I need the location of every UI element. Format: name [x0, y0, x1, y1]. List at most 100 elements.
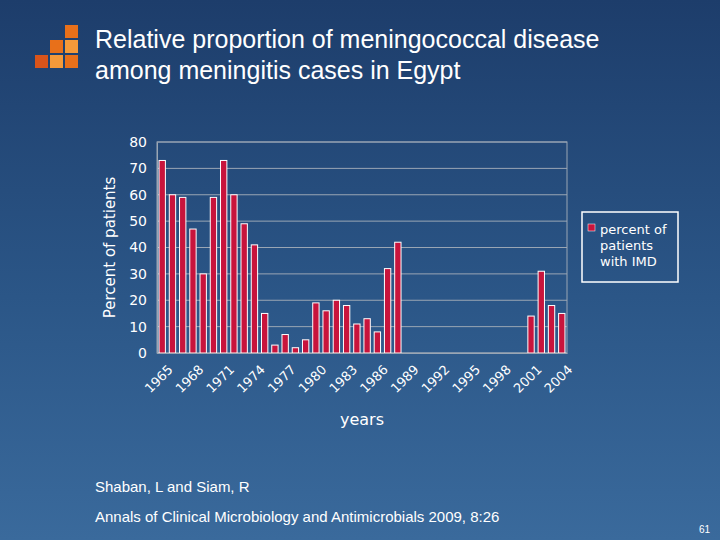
bar: [395, 242, 401, 353]
tick: 1977: [265, 353, 299, 396]
tick-label: 1977: [265, 362, 299, 396]
bar: [466, 353, 472, 354]
legend: percent ofpatientswith IMD: [582, 212, 678, 282]
tick: 2004: [541, 353, 575, 396]
tick-label: 1986: [357, 362, 391, 396]
tick-label: 1995: [449, 362, 483, 396]
tick: 1965: [142, 353, 176, 396]
bar: [559, 313, 565, 353]
bar: [261, 313, 267, 353]
bar: [190, 229, 196, 353]
bar: [251, 245, 257, 353]
tick-label: 1989: [388, 362, 422, 396]
tick: 0: [138, 345, 157, 361]
logo-square: [65, 25, 78, 38]
bar: [528, 316, 534, 353]
bar: [241, 224, 247, 353]
tick: 1986: [357, 353, 391, 396]
bar: [425, 353, 431, 354]
y-axis: 0 10 20 30 40 50 60 70 80: [129, 134, 157, 361]
title: Relative proportion of meningococcal dis…: [95, 25, 599, 84]
bar: [548, 306, 554, 353]
grid-line: [157, 326, 567, 327]
x-axis-title: years: [340, 410, 384, 429]
tick: 20: [129, 292, 157, 308]
logo: [35, 25, 78, 68]
tick-label: 20: [129, 292, 147, 308]
tick: 1995: [449, 353, 483, 396]
tick-label: 50: [129, 213, 147, 229]
bar: [436, 353, 442, 354]
tick: 70: [129, 160, 157, 176]
bar: [518, 353, 524, 354]
bar: [200, 274, 206, 353]
tick: 50: [129, 213, 157, 229]
tick-label: 70: [129, 160, 147, 176]
bar: [477, 353, 483, 354]
grid-line: [157, 168, 567, 169]
bar: [343, 306, 349, 353]
tick: 10: [129, 319, 157, 335]
bar: [272, 345, 278, 353]
slide: Relative proportion of meningococcal dis…: [0, 0, 720, 540]
tick: 80: [129, 134, 157, 150]
tick: 2001: [511, 353, 545, 396]
tick-label: 30: [129, 266, 147, 282]
bars: [159, 160, 565, 353]
tick-label: 1971: [203, 362, 237, 396]
tick-label: 1968: [173, 362, 207, 396]
tick: 60: [129, 187, 157, 203]
grid: [157, 142, 567, 353]
logo-square: [65, 40, 78, 53]
tick-label: 1983: [326, 362, 360, 396]
axis-line: [158, 353, 568, 354]
tick-label: 10: [129, 319, 147, 335]
bar: [313, 303, 319, 353]
bar: [456, 353, 462, 354]
plot-frame: [157, 142, 567, 353]
tick: 1971: [203, 353, 237, 396]
tick-label: 0: [138, 345, 147, 361]
bar: [169, 195, 175, 353]
tick-label: 1980: [295, 362, 329, 396]
annotation: Shaban, L and Siam, R: [95, 478, 250, 495]
bar: [415, 353, 421, 354]
y-axis-title: Percent of patients: [101, 177, 119, 319]
bar: [497, 353, 503, 354]
tick-label: 40: [129, 239, 147, 255]
tick: 1974: [234, 353, 268, 396]
tick-label: 1965: [142, 362, 176, 396]
tick: 30: [129, 266, 157, 282]
bar: [354, 324, 360, 353]
tick-label: 60: [129, 187, 147, 203]
tick: 1980: [295, 353, 329, 396]
bar: [221, 160, 227, 353]
background: [0, 0, 720, 540]
tick-label: 1974: [234, 362, 268, 396]
x-axis: 1965196819711974197719801983198619891992…: [142, 353, 576, 396]
bar: [487, 353, 493, 354]
grid-line: [157, 247, 567, 248]
bar: [446, 353, 452, 354]
bar: [507, 353, 513, 354]
grid-line: [157, 300, 567, 301]
tick: 1992: [418, 353, 452, 396]
tick-label: 2001: [511, 362, 545, 396]
bar: [210, 197, 216, 353]
tick: 1983: [326, 353, 360, 396]
bar: [405, 353, 411, 354]
legend-label: percent ofpatientswith IMD: [600, 222, 667, 269]
tick-label: 2004: [541, 362, 575, 396]
bar: [374, 332, 380, 353]
tick: 40: [129, 239, 157, 255]
logo-square: [50, 55, 63, 68]
annotation: 61: [699, 524, 711, 535]
axis-line: [157, 143, 158, 354]
bar: [333, 300, 339, 353]
bar: [282, 335, 288, 353]
bar: [302, 340, 308, 353]
bar: [364, 319, 370, 353]
bar: [231, 195, 237, 353]
annotation: Annals of Clinical Microbiology and Anti…: [95, 508, 499, 525]
tick-label: 1992: [418, 362, 452, 396]
